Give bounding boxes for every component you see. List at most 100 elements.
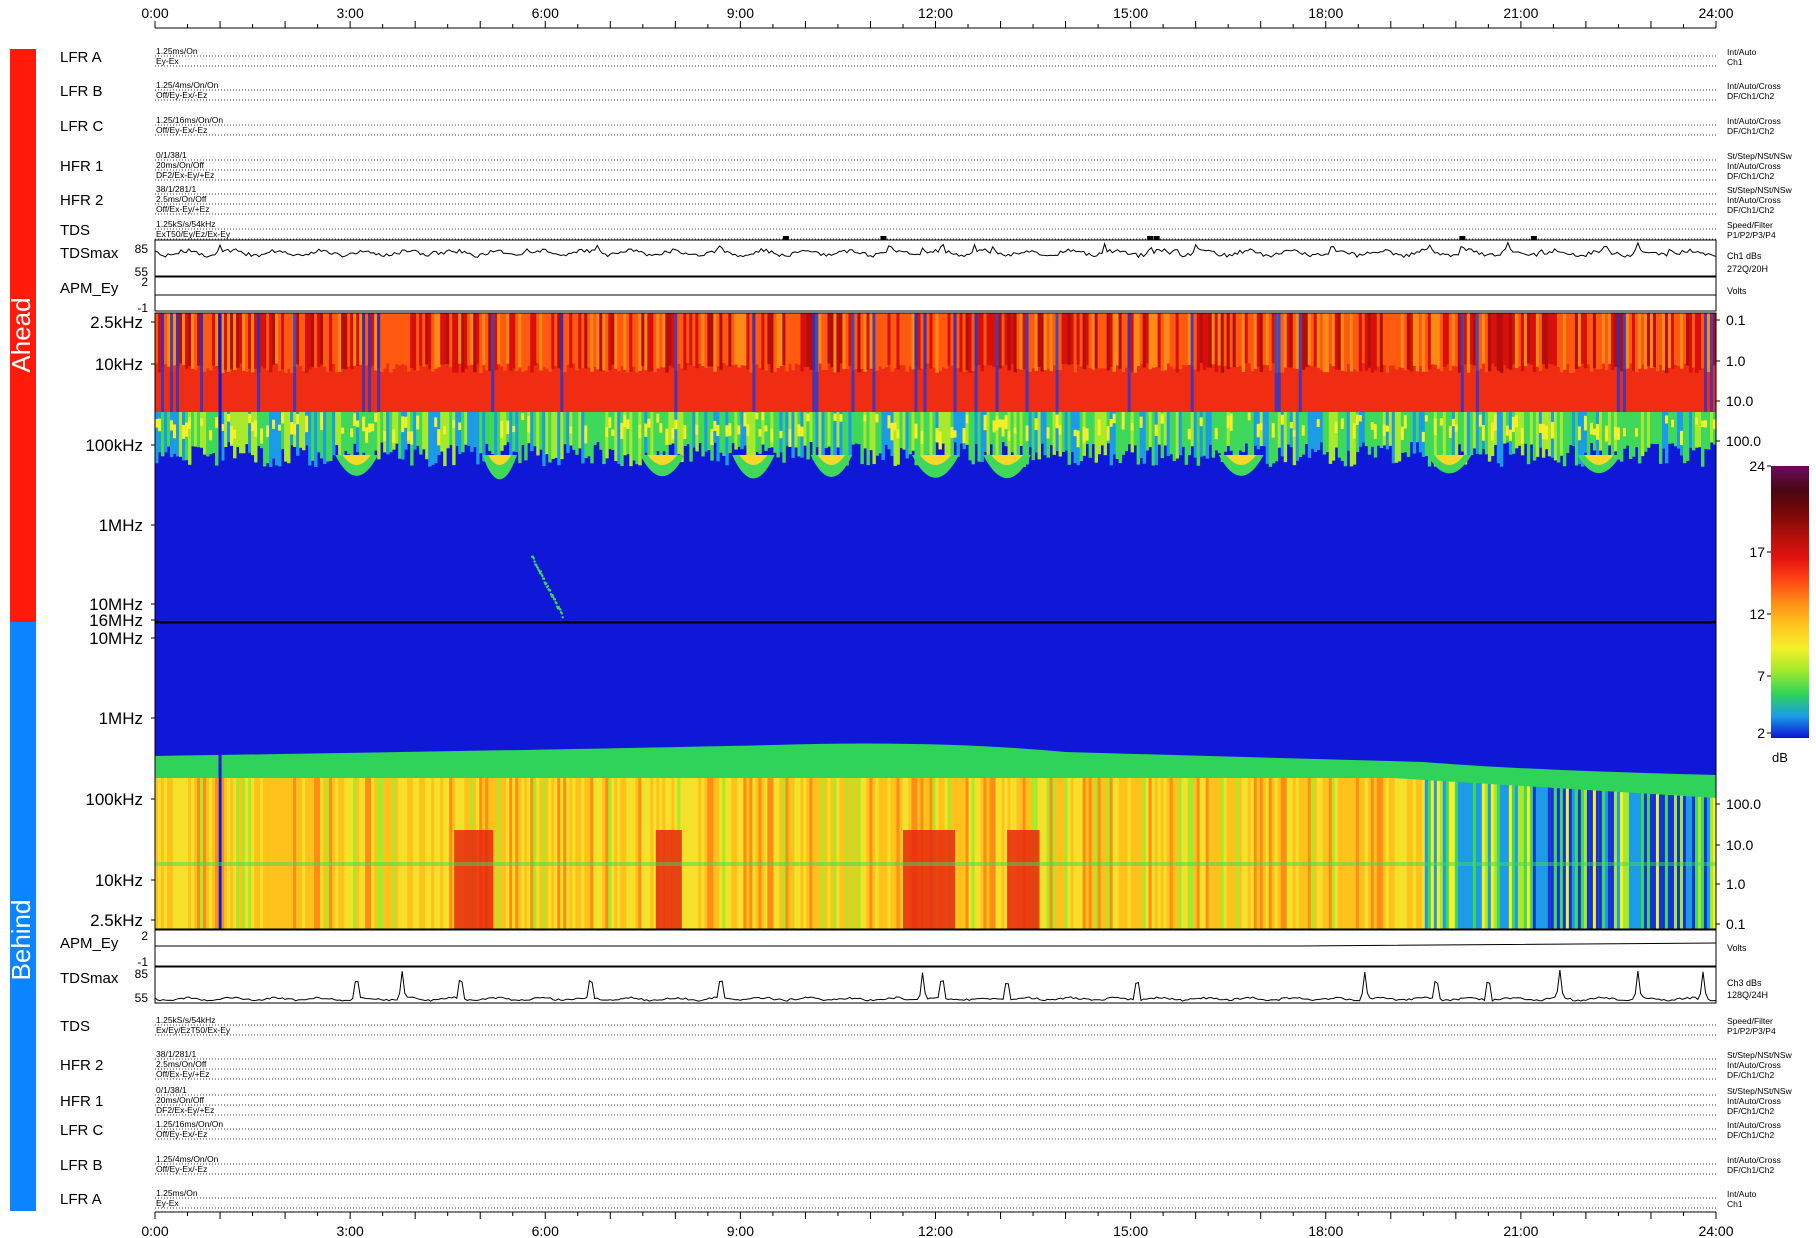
ahead-dropout bbox=[1475, 313, 1479, 413]
ahead-streak bbox=[662, 313, 666, 368]
behind-streak bbox=[578, 778, 582, 929]
behind-streak bbox=[1328, 778, 1333, 929]
ahead-mid-band bbox=[734, 412, 738, 450]
ahead-mid-band bbox=[350, 412, 354, 465]
ahead-mid-band bbox=[1499, 412, 1504, 467]
behind-streak bbox=[440, 778, 444, 929]
ahead-streak bbox=[1310, 313, 1315, 367]
ahead-streak bbox=[1658, 313, 1663, 366]
ahead-mid-band bbox=[1340, 412, 1345, 462]
behind-streak bbox=[1082, 778, 1086, 929]
behind-streak bbox=[791, 778, 795, 929]
ahead-streak bbox=[302, 313, 306, 371]
ahead-streak bbox=[1538, 313, 1543, 371]
ahead-mid-speckle bbox=[950, 426, 954, 438]
ahead-streak bbox=[1676, 313, 1681, 367]
ahead-mid-speckle bbox=[209, 430, 213, 441]
ahead-streak bbox=[1202, 313, 1207, 371]
behind-streak bbox=[1436, 780, 1441, 929]
ahead-row-mode: DF/Ch1/Ch2 bbox=[1727, 91, 1775, 101]
ahead-mid-speckle bbox=[1229, 413, 1234, 431]
ahead-streak bbox=[776, 313, 780, 369]
ahead-mid-speckle bbox=[1334, 421, 1339, 433]
behind-row-setting: 2.5ms/On/Off bbox=[156, 1059, 207, 1069]
colorbar-tick-label: 7 bbox=[1757, 668, 1765, 684]
ahead-streak bbox=[1457, 313, 1462, 373]
behind-section-label: Behind bbox=[6, 900, 36, 981]
ahead-mid-speckle bbox=[1358, 414, 1363, 422]
ahead-streak bbox=[575, 313, 579, 371]
behind-apm-trace bbox=[155, 942, 1717, 947]
behind-streak bbox=[896, 778, 900, 929]
ahead-mid-speckle bbox=[755, 412, 759, 420]
ahead-streak bbox=[1700, 313, 1705, 369]
ahead-row-mode: Ch1 bbox=[1727, 57, 1743, 67]
behind-instrument-rows: TDS 1.25kS/s/54kHz Speed/FilterEx/Ey/EzT50… bbox=[60, 1015, 1793, 1209]
ahead-tdsmax-right-1: Ch1 dBs bbox=[1727, 251, 1762, 261]
behind-streak bbox=[380, 778, 384, 929]
ahead-mid-band bbox=[1211, 412, 1216, 458]
ahead-mid-band bbox=[1610, 412, 1615, 462]
ahead-streak bbox=[398, 313, 402, 366]
ahead-mid-band bbox=[1052, 412, 1056, 455]
ahead-streak bbox=[635, 313, 639, 373]
ahead-streak bbox=[1685, 313, 1690, 366]
ahead-mid-band bbox=[983, 412, 987, 452]
behind-streak bbox=[752, 778, 756, 929]
ahead-mid-band bbox=[662, 412, 666, 452]
ahead-mid-speckle bbox=[584, 425, 588, 444]
ahead-mid-band bbox=[1457, 412, 1462, 445]
ahead-mid-speckle bbox=[1025, 425, 1029, 442]
ahead-mid-band bbox=[1706, 412, 1711, 450]
ahead-mid-speckle bbox=[569, 426, 573, 434]
ahead-mid-speckle bbox=[935, 428, 939, 443]
ahead-mid-band bbox=[509, 412, 513, 466]
ahead-streak bbox=[1040, 313, 1044, 372]
ahead-streak bbox=[605, 313, 609, 372]
ahead-streak bbox=[1148, 313, 1153, 370]
ahead-streak bbox=[287, 313, 291, 370]
ahead-streak bbox=[1517, 313, 1522, 367]
behind-streak bbox=[1247, 778, 1252, 929]
behind-apm-label: APM_Ey bbox=[60, 935, 119, 952]
ahead-row-label: HFR 2 bbox=[60, 192, 103, 209]
behind-streak bbox=[425, 778, 429, 929]
ahead-mid-band bbox=[956, 412, 960, 457]
behind-streak bbox=[836, 778, 840, 929]
ahead-mid-band bbox=[221, 412, 225, 461]
ahead-streak bbox=[254, 313, 258, 369]
ahead-dropout bbox=[170, 313, 174, 413]
ahead-mid-band bbox=[1346, 412, 1351, 451]
behind-streak bbox=[1370, 778, 1375, 929]
behind-dropout bbox=[1589, 790, 1593, 929]
behind-streak bbox=[617, 778, 621, 929]
ahead-streak bbox=[1331, 313, 1336, 367]
ahead-streak bbox=[917, 313, 921, 370]
ahead-mid-band bbox=[1064, 412, 1068, 451]
behind-streak bbox=[833, 778, 837, 929]
behind-streak bbox=[404, 778, 408, 929]
behind-red-burst bbox=[902, 830, 956, 929]
ahead-burst-dot bbox=[546, 585, 550, 588]
bottom-tick-label: 21:00 bbox=[1503, 1223, 1538, 1238]
ahead-streak bbox=[422, 313, 426, 367]
ahead-streak bbox=[590, 313, 594, 372]
ahead-mid-band bbox=[974, 412, 978, 445]
behind-row-setting: 1.25/16ms/On/On bbox=[156, 1119, 223, 1129]
behind-streak bbox=[1415, 779, 1420, 929]
ahead-streak bbox=[1655, 313, 1660, 372]
ahead-mid-speckle bbox=[1139, 416, 1144, 428]
tds-event-marker bbox=[1153, 236, 1160, 240]
ahead-mid-band bbox=[1361, 412, 1366, 443]
ahead-streak bbox=[1328, 313, 1333, 364]
ahead-mid-speckle bbox=[656, 413, 660, 423]
behind-dropout bbox=[1547, 787, 1551, 929]
behind-streak bbox=[1169, 778, 1174, 929]
ahead-streak bbox=[470, 313, 474, 365]
ahead-streak bbox=[986, 313, 990, 366]
ahead-row-setting: 2.5ms/On/Off bbox=[156, 194, 207, 204]
ahead-mid-band bbox=[524, 412, 528, 461]
ahead-streak bbox=[1067, 313, 1071, 365]
